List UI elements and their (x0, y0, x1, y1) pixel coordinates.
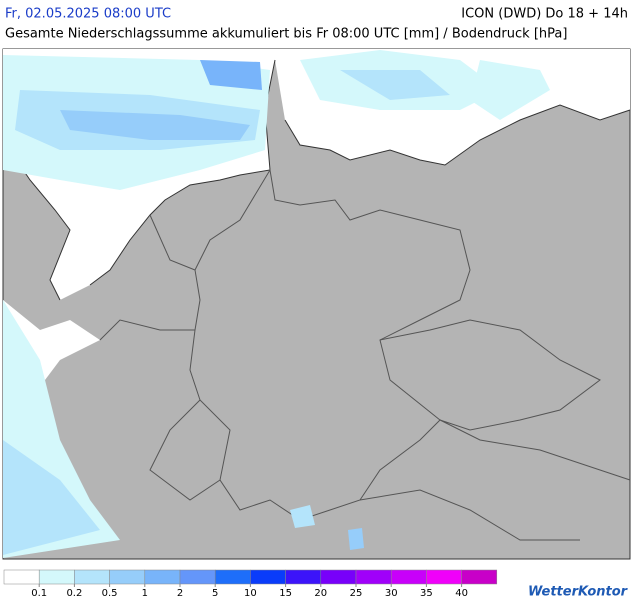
legend-swatch (3, 569, 40, 585)
legend-tick-label: 0.5 (102, 588, 118, 599)
legend-swatch (74, 569, 110, 585)
legend-tick-label: 40 (455, 588, 468, 599)
legend-swatch (144, 569, 181, 585)
legend-swatch (461, 569, 498, 585)
legend-tick-label: 20 (314, 588, 327, 599)
legend-swatch (355, 569, 392, 585)
precipitation (3, 50, 550, 558)
subtitle: Gesamte Niederschlagssumme akkumuliert b… (5, 27, 567, 42)
model-run: ICON (DWD) Do 18 + 14h (461, 7, 628, 22)
borders-neighbours (99, 214, 631, 541)
legend-tick-label: 35 (420, 588, 433, 599)
legend-tick-label: 0.2 (66, 588, 82, 599)
valid-time: Fr, 02.05.2025 08:00 UTC (5, 7, 171, 22)
legend-swatch (109, 569, 146, 585)
legend-tick-label: 0.1 (31, 588, 47, 599)
legend-tick-label: 5 (212, 588, 218, 599)
legend-swatch (179, 569, 216, 585)
legend-swatch (320, 569, 357, 585)
legend-tick-label: 25 (350, 588, 363, 599)
legend-tick-label: 10 (244, 588, 257, 599)
legend-swatch (250, 569, 286, 585)
legend-swatch (285, 569, 322, 585)
legend-swatch (426, 569, 462, 585)
legend-tick-label: 1 (142, 588, 148, 599)
logo: WetterKontor (528, 585, 629, 600)
legend-tick-label: 30 (385, 588, 398, 599)
legend-swatch (38, 569, 75, 585)
legend-swatch (390, 569, 427, 585)
legend-tick-label: 2 (177, 588, 183, 599)
legend-swatch (214, 569, 251, 585)
legend: 0.1 0.2 0.5 1 2 5 10 15 20 25 30 35 40 (3, 569, 498, 599)
legend-tick-label: 15 (279, 588, 292, 599)
map (2, 48, 631, 560)
